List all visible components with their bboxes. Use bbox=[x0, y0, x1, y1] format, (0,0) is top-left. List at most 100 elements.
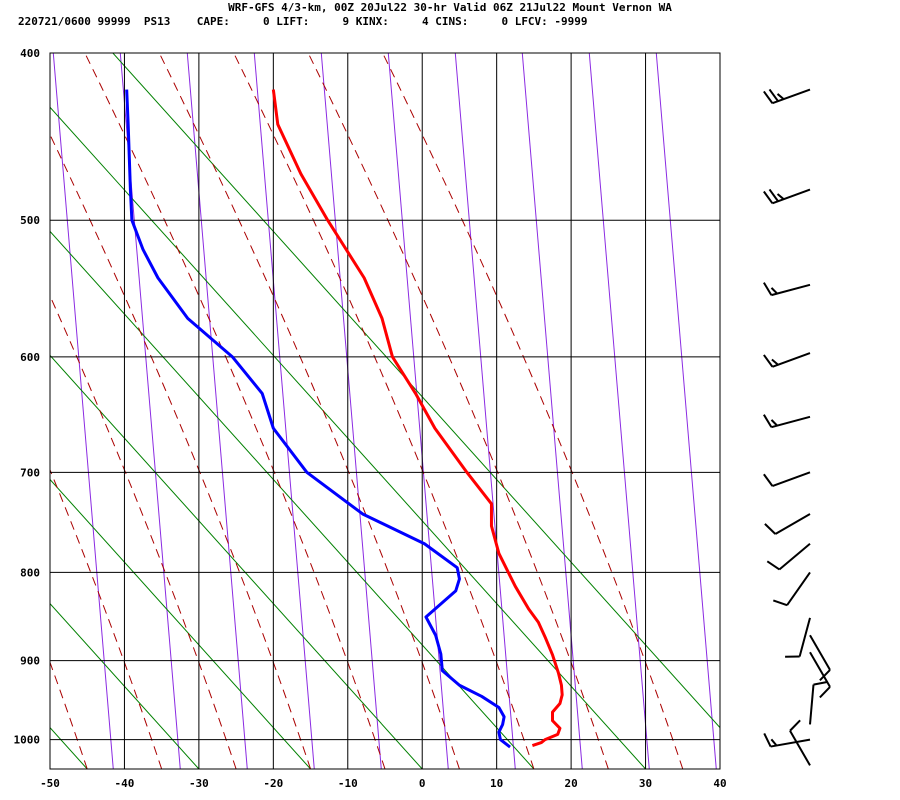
x-tick-label: 30 bbox=[639, 777, 652, 790]
wind-barb bbox=[763, 733, 811, 748]
wind-barb-feather bbox=[768, 88, 779, 102]
dry-adiabat-line bbox=[50, 354, 423, 769]
moist-adiabat-line bbox=[233, 53, 535, 769]
wind-barb-staff bbox=[772, 188, 811, 205]
moist-adiabat-line bbox=[0, 0, 13, 769]
aux-isotherm-line bbox=[320, 53, 382, 769]
wind-barb-feather bbox=[764, 523, 777, 535]
grid-lines bbox=[49, 52, 721, 770]
wind-barb-staff bbox=[774, 513, 811, 535]
wind-barb-column bbox=[763, 88, 831, 766]
aux-isotherm-line bbox=[253, 53, 315, 769]
x-tick-label: 0 bbox=[419, 777, 426, 790]
wind-barb-feather bbox=[766, 560, 780, 571]
x-tick-label: 10 bbox=[490, 777, 503, 790]
moist-adiabat-line bbox=[50, 468, 163, 769]
x-tick-label: 40 bbox=[713, 777, 726, 790]
wind-barb-staff bbox=[798, 617, 811, 657]
y-tick-label: 400 bbox=[20, 47, 40, 60]
wind-barb-feather bbox=[776, 193, 785, 200]
wind-barb-staff bbox=[809, 684, 815, 725]
y-tick-label: 900 bbox=[20, 655, 40, 668]
wind-barb bbox=[785, 617, 811, 658]
wind-barb-feather bbox=[763, 90, 774, 104]
wind-barb bbox=[789, 719, 811, 766]
aux-isotherm-line bbox=[521, 53, 583, 769]
wind-barb-feather bbox=[771, 358, 779, 366]
wind-barb bbox=[763, 88, 811, 105]
y-tick-label: 600 bbox=[20, 351, 40, 364]
wind-barb-feather bbox=[763, 190, 774, 204]
wind-barb-staff bbox=[771, 415, 811, 429]
temperature-profile-line bbox=[271, 89, 564, 748]
wind-barb-staff bbox=[789, 730, 811, 766]
dry-adiabat-line bbox=[50, 106, 646, 769]
wind-barb-staff bbox=[778, 542, 811, 571]
x-tick-label: -50 bbox=[40, 777, 60, 790]
aux-isotherm-line bbox=[723, 53, 783, 769]
wind-barb-feather bbox=[813, 680, 828, 686]
wind-barb-staff bbox=[771, 283, 811, 297]
wind-barb bbox=[763, 282, 811, 297]
wind-barb-staff bbox=[772, 352, 811, 368]
wind-barb-staff bbox=[770, 738, 811, 748]
moist-adiabat-line bbox=[307, 53, 609, 769]
aux-isotherm-line bbox=[454, 53, 516, 769]
x-tick-label: -30 bbox=[189, 777, 209, 790]
x-tick-label: -40 bbox=[115, 777, 135, 790]
wind-barb bbox=[766, 542, 811, 571]
moist-adiabat-line bbox=[382, 53, 684, 769]
wind-barb-feather bbox=[763, 473, 774, 487]
wind-barb-feather bbox=[763, 733, 772, 747]
y-tick-label: 700 bbox=[20, 466, 40, 479]
dewpoint-profile-line bbox=[125, 89, 511, 749]
y-tick-label: 1000 bbox=[14, 734, 41, 747]
wind-barb bbox=[772, 571, 811, 607]
aux-isotherm-line bbox=[186, 53, 248, 769]
y-tick-label: 500 bbox=[20, 214, 40, 227]
wind-barb bbox=[809, 680, 828, 725]
x-tick-label: 20 bbox=[564, 777, 577, 790]
plot-frame bbox=[49, 52, 721, 770]
wind-barb-feather bbox=[819, 686, 831, 699]
axis-tick-labels: -50 -40 -30 -20 -10 0 10 20 30 40 400 500 600 700 800 9… bbox=[14, 47, 727, 790]
moist-adiabat-line bbox=[84, 53, 386, 769]
dry-adiabat-line bbox=[50, 726, 88, 769]
y-tick-label: 800 bbox=[20, 566, 40, 579]
wind-barb-staff bbox=[772, 88, 811, 105]
wind-barb bbox=[809, 634, 831, 682]
wind-barb-feather bbox=[768, 188, 779, 202]
wind-barb-staff bbox=[809, 634, 831, 671]
x-tick-label: -10 bbox=[338, 777, 358, 790]
dry-adiabat-line bbox=[112, 53, 720, 729]
wind-barb-feather bbox=[770, 287, 778, 295]
aux-isotherm-line bbox=[588, 53, 650, 769]
aux-isotherm-line bbox=[790, 53, 850, 769]
wind-barb-feather bbox=[763, 282, 773, 296]
wind-barb-feather bbox=[763, 414, 773, 428]
moist-adiabat-line bbox=[50, 661, 88, 769]
wind-barb bbox=[764, 513, 811, 535]
wind-barb bbox=[763, 414, 811, 429]
dry-adiabat-line bbox=[50, 230, 535, 769]
wind-barb bbox=[763, 352, 811, 368]
adiabat-background bbox=[0, 0, 850, 769]
wind-barb-staff bbox=[772, 471, 811, 487]
x-tick-label: -20 bbox=[263, 777, 283, 790]
wind-barb-feather bbox=[763, 354, 774, 368]
wind-barb-staff bbox=[786, 571, 811, 606]
moist-adiabat-line bbox=[158, 53, 460, 769]
sounding-profiles bbox=[125, 89, 564, 749]
dry-adiabat-line bbox=[50, 478, 311, 769]
wind-barb-feather bbox=[770, 738, 778, 747]
dry-adiabat-line bbox=[50, 602, 200, 769]
wind-barb bbox=[763, 471, 811, 487]
wind-barb-feather bbox=[770, 419, 778, 427]
wind-barb-feather bbox=[789, 719, 801, 732]
wind-barb-feather bbox=[819, 669, 831, 682]
wind-barb-feather bbox=[776, 93, 785, 100]
moist-adiabat-line bbox=[50, 294, 237, 769]
aux-isotherm-line bbox=[52, 53, 114, 769]
wind-barb bbox=[763, 188, 811, 205]
